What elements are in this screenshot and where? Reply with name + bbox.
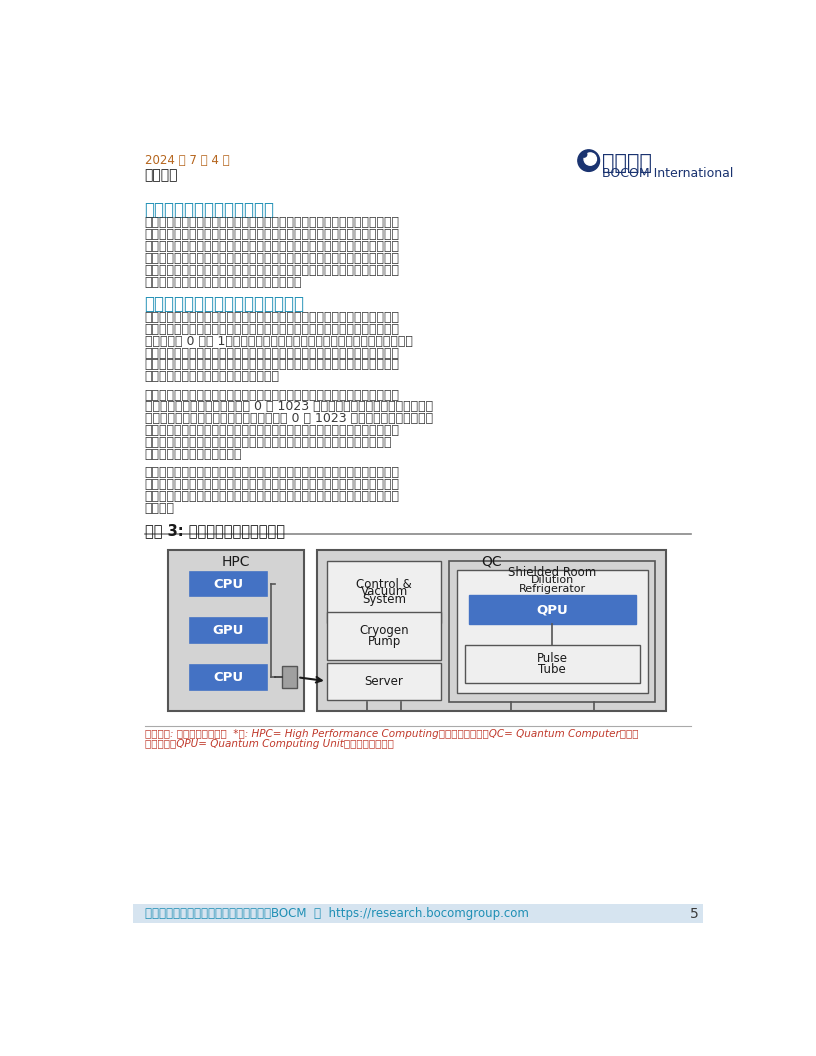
Bar (133, 904, 703, 923)
Text: Refrigerator: Refrigerator (519, 584, 586, 595)
Bar (326, 611, 441, 660)
Text: 对于传统的基于电子的技术，在提升计算困难问题运算处理能力、加强信息安: 对于传统的基于电子的技术，在提升计算困难问题运算处理能力、加强信息安 (144, 228, 400, 241)
Text: 算，从而提供了巨大的加速。: 算，从而提供了巨大的加速。 (144, 448, 242, 461)
Text: 计算机），QPU= Quantum Computing Unit（量子计算单元）: 计算机），QPU= Quantum Computing Unit（量子计算单元） (144, 739, 393, 749)
Bar (168, 550, 304, 711)
Text: 下载本公司之研究报告，可从彭博信息：BOCM  及  https://research.bocomgroup.com: 下载本公司之研究报告，可从彭博信息：BOCM 及 https://researc… (144, 907, 529, 920)
Bar (189, 665, 267, 690)
Bar (326, 561, 441, 623)
Text: 资料来源: 英伟达，交銀国际  *注: HPC= High Performance Computing（高性能计算），QC= Quantum Computer（: 资料来源: 英伟达，交銀国际 *注: HPC= High Performance… (144, 729, 638, 739)
Bar (317, 550, 666, 711)
Text: 体地说，量子计算机利用叠加态达到高效的计算，量子通信领用量子纠缠达到: 体地说，量子计算机利用叠加态达到高效的计算，量子通信领用量子纠缠达到 (144, 251, 400, 265)
Text: 量子信息技术主要包括量子计算、量子通信和量子测量三大领域，量子技术相: 量子信息技术主要包括量子计算、量子通信和量子测量三大领域，量子技术相 (144, 216, 400, 229)
Text: Cryogen: Cryogen (359, 624, 409, 637)
Text: Pulse: Pulse (537, 653, 568, 665)
Text: 的物理原理来取代当今计算机中晶体管。传统计算机用晶体管高或者低电流表: 的物理原理来取代当今计算机中晶体管。传统计算机用晶体管高或者低电流表 (144, 323, 400, 336)
Text: 竞争力。: 竞争力。 (144, 502, 175, 515)
Text: 换句话说，中间状态的存在增加了计算机单次运算和储存的信息量。例如，传: 换句话说，中间状态的存在增加了计算机单次运算和储存的信息量。例如，传 (144, 389, 400, 401)
Text: Control &: Control & (357, 578, 412, 590)
Bar (156, 539, 667, 722)
Text: Dilution: Dilution (530, 574, 574, 585)
Text: 全保护能力、提高传感测量精度等方面，具备超越经典信息技术的潜力。更具: 全保护能力、提高传感测量精度等方面，具备超越经典信息技术的潜力。更具 (144, 240, 400, 252)
Bar (282, 666, 297, 689)
Bar (189, 619, 267, 643)
Bar (326, 663, 441, 700)
Text: 和运算算法提出更高要求外，还主要体现在外界对于中间状态的判断或出现误: 和运算算法提出更高要求外，还主要体现在外界对于中间状态的判断或出现误 (144, 478, 400, 491)
Bar (449, 561, 655, 702)
Text: Shielded Room: Shielded Room (508, 566, 596, 579)
Text: 这种应用亚原子粒子的物理原理进行计算的缺点，除了对更加复杂的状态转化: 这种应用亚原子粒子的物理原理进行计算的缺点，除了对更加复杂的状态转化 (144, 467, 400, 479)
Text: 量子计算机可以同时使用十个量子位来表示 0 到 1023 之间的每个数字。对数字: 量子计算机可以同时使用十个量子位来表示 0 到 1023 之间的每个数字。对数字 (144, 413, 432, 426)
Text: 科技行业: 科技行业 (144, 168, 178, 183)
Bar (468, 595, 636, 624)
Text: 量子计算，简单地说就是一种进行并行计算的复杂方法，利用控制亚原子粒子: 量子计算，简单地说就是一种进行并行计算的复杂方法，利用控制亚原子粒子 (144, 310, 400, 324)
Text: QPU: QPU (536, 603, 568, 616)
Text: 交銀國際: 交銀國際 (602, 153, 652, 173)
Text: System: System (362, 593, 406, 606)
Bar (189, 571, 267, 597)
Text: 图表 3: 英伟达量子计算机架构图: 图表 3: 英伟达量子计算机架构图 (144, 524, 285, 539)
Text: 元。量子位处于中间状态（称为叠加）的能力为计算方程增添了强大的能力，: 元。量子位处于中间状态（称为叠加）的能力为计算方程增添了强大的能力， (144, 358, 400, 372)
Text: 2024 年 7 月 4 日: 2024 年 7 月 4 日 (144, 154, 229, 168)
Circle shape (581, 152, 587, 157)
Circle shape (578, 150, 600, 171)
Text: GPU: GPU (213, 624, 244, 637)
Text: 示开关（即 0 或者 1）。量子计算机使用量子位进行计算，量子位可以是开、: 示开关（即 0 或者 1）。量子计算机使用量子位进行计算，量子位可以是开、 (144, 335, 413, 347)
Text: 统的计算机使用十个比特来表示 0 到 1023 之间的任何数字。由于叠加等功能，: 统的计算机使用十个比特来表示 0 到 1023 之间的任何数字。由于叠加等功能， (144, 400, 432, 414)
Text: 关或之间的任何值的计算单元，而不是传统计算机中开或关、一或零的计算单: 关或之间的任何值的计算单元，而不是传统计算机中开或关、一或零的计算单 (144, 346, 400, 359)
Text: BOCOM International: BOCOM International (602, 167, 734, 180)
Text: Pump: Pump (367, 635, 401, 647)
Text: 量子计算：潜力巨大的新型计算平台: 量子计算：潜力巨大的新型计算平台 (144, 296, 304, 314)
Text: Server: Server (365, 675, 404, 687)
Text: 使量子计算机在某些数学方面表现出色。: 使量子计算机在某些数学方面表现出色。 (144, 371, 280, 383)
Circle shape (584, 153, 596, 165)
Text: 进行计算的时候，量子计算机则可一次性对这十个量子位的数字进行一次性的: 进行计算的时候，量子计算机则可一次性对这十个量子位的数字进行一次性的 (144, 425, 400, 437)
Text: QC: QC (481, 554, 502, 569)
Text: 量子技术：高效，安全，精确: 量子技术：高效，安全，精确 (144, 201, 275, 219)
Text: Vacuum: Vacuum (361, 585, 408, 599)
Text: 5: 5 (690, 907, 698, 921)
Bar (464, 645, 640, 683)
Text: CPU: CPU (213, 671, 243, 684)
Bar (457, 570, 648, 693)
Text: Tube: Tube (539, 663, 566, 676)
Text: 安全的通信，而量子测量则通过外界环境改变微观粒子的量子态，对变化后的: 安全的通信，而量子测量则通过外界环境改变微观粒子的量子态，对变化后的 (144, 264, 400, 277)
Text: 差，从而导致信息在传输过程中的错误。这也是各国在量子计算竞争中的核心: 差，从而导致信息在传输过程中的错误。这也是各国在量子计算竞争中的核心 (144, 490, 400, 503)
Text: CPU: CPU (213, 578, 243, 590)
Text: 量子态进行测量，从而获得更精确的测量结果。: 量子态进行测量，从而获得更精确的测量结果。 (144, 276, 302, 288)
Text: 计算。这就像计算中的并行性一样：所有可能性都是立即计算而不是顺序计: 计算。这就像计算中的并行性一样：所有可能性都是立即计算而不是顺序计 (144, 436, 392, 449)
Text: HPC: HPC (221, 554, 250, 569)
